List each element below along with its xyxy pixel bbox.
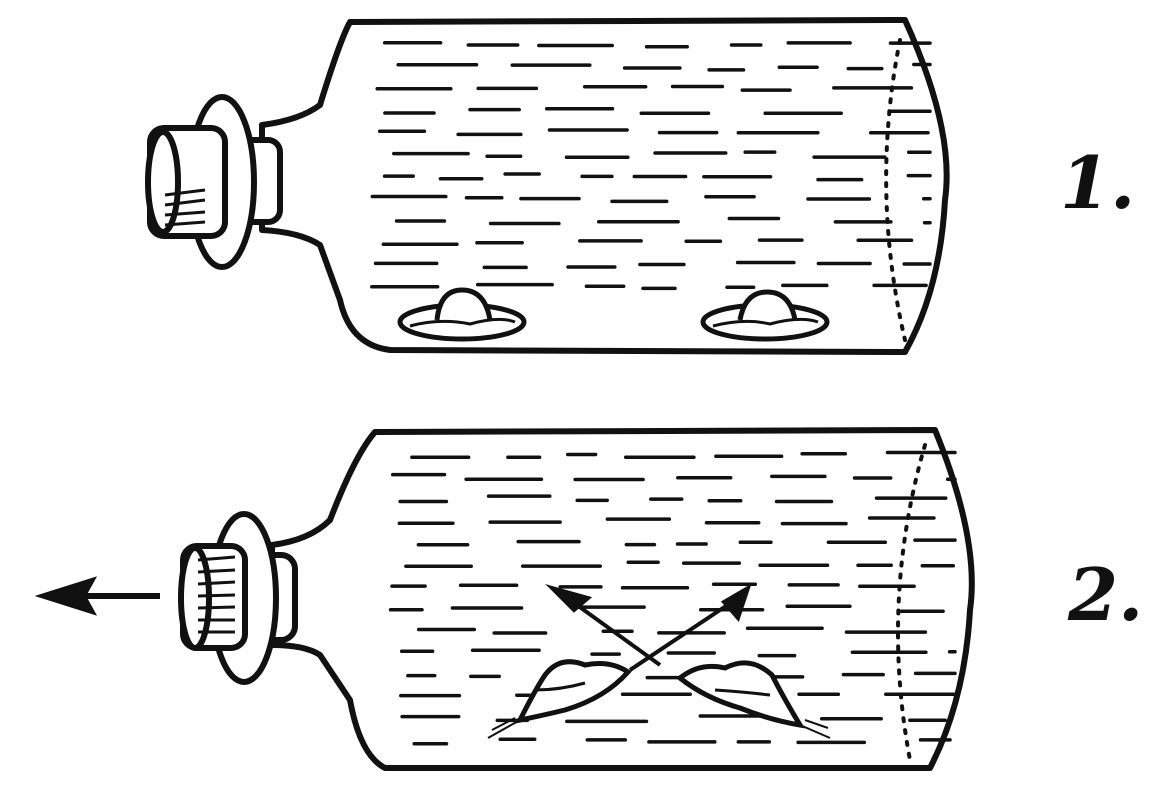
drop-right-detached xyxy=(675,660,831,739)
panel-label-2: 2. xyxy=(1067,552,1143,637)
bottle-body-outline xyxy=(269,427,975,771)
drop-left-detached xyxy=(487,659,632,739)
drop-left xyxy=(397,287,527,342)
pull-arrow-icon xyxy=(34,576,160,616)
bottle-base-dotted-line xyxy=(884,38,907,342)
liquid-hatching xyxy=(388,450,957,746)
bottle-body-outline xyxy=(259,17,950,355)
movement-arrows xyxy=(545,583,752,672)
panel-2: 2. xyxy=(34,427,1143,771)
bottle-cap xyxy=(145,94,283,270)
bottle-cap xyxy=(178,511,298,685)
bottle-base-dotted-line xyxy=(896,443,927,762)
panel-label-1: 1. xyxy=(1060,140,1135,225)
panel-1: 1. xyxy=(145,17,1135,355)
drop-right xyxy=(700,289,830,342)
liquid-hatching xyxy=(370,40,932,291)
